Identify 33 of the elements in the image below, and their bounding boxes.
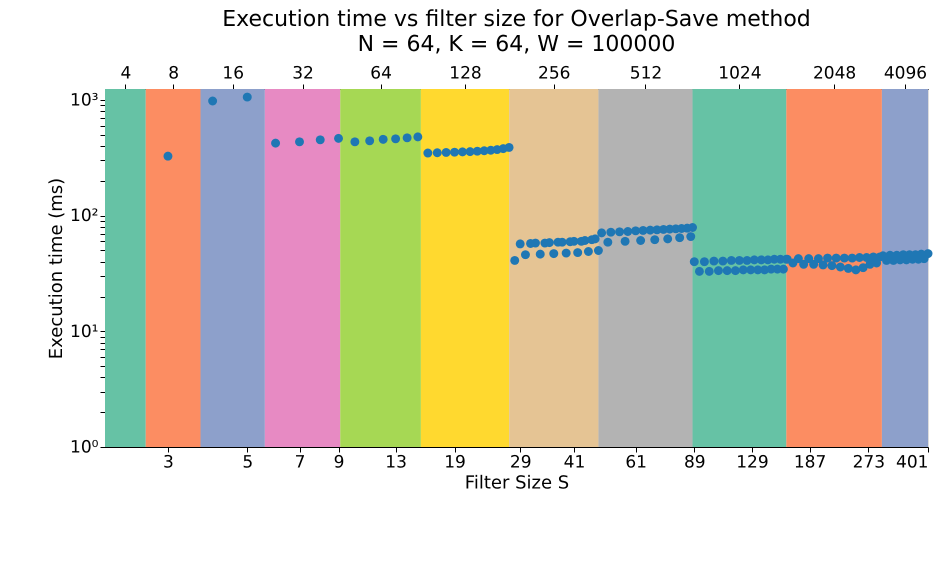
y-tick-label: 10³ <box>70 90 98 111</box>
x-tick-label: 19 <box>444 452 466 472</box>
y-tick-label: 10⁰ <box>70 438 99 458</box>
chart-subtitle: N = 64, K = 64, W = 100000 <box>358 32 676 57</box>
x-tick-label: 61 <box>625 452 647 472</box>
x-tick-label: 3 <box>163 452 174 472</box>
x-tick-label: 13 <box>385 452 407 472</box>
band-label: 64 <box>370 64 392 84</box>
band-label: 32 <box>292 64 314 84</box>
band-label: 4 <box>120 64 132 84</box>
chart-title: Execution time vs filter size for Overlap-Save method <box>222 7 811 32</box>
x-axis-title: Filter Size S <box>464 472 570 494</box>
x-tick-label: 29 <box>510 452 532 472</box>
band-label: 1024 <box>718 64 762 84</box>
x-tick-label: 273 <box>852 452 886 472</box>
band-label: 16 <box>222 64 244 84</box>
y-axis-title: Execution time (ms) <box>46 178 68 360</box>
x-tick-label: 9 <box>334 452 344 472</box>
x-tick-label: 129 <box>736 452 769 472</box>
band-label: 256 <box>538 64 570 84</box>
band-label: 8 <box>168 64 180 84</box>
x-tick-label: 41 <box>564 452 586 472</box>
x-tick-label: 401 <box>896 452 928 472</box>
band-label: 128 <box>449 64 482 84</box>
x-tick-label: 5 <box>242 452 254 472</box>
y-tick-label: 10² <box>70 206 98 226</box>
x-tick-label: 187 <box>794 452 826 472</box>
y-tick-label: 10¹ <box>70 322 98 342</box>
x-tick-label: 89 <box>684 452 706 472</box>
band-label: 2048 <box>812 64 856 84</box>
band-label: 4096 <box>884 64 928 84</box>
x-tick-label: 7 <box>294 452 306 472</box>
band-label: 512 <box>630 64 662 84</box>
